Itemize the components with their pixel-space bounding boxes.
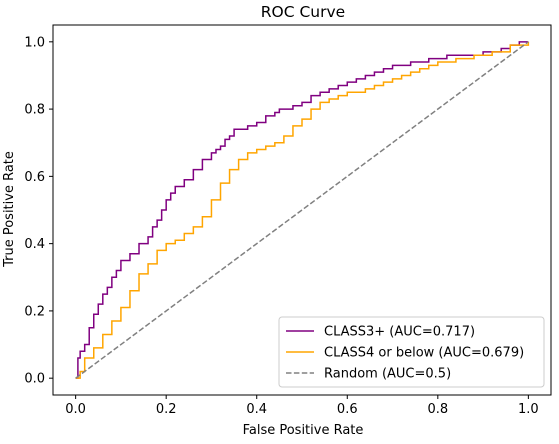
y-tick-label: 0.2 (24, 304, 45, 319)
legend-label-0: CLASS3+ (AUC=0.717) (324, 325, 475, 340)
x-tick-label: 0.0 (65, 402, 86, 417)
y-tick-label: 0.6 (24, 170, 45, 185)
x-tick-label: 0.4 (246, 402, 267, 417)
x-tick-label: 0.2 (156, 402, 177, 417)
axes: 0.0 0.2 0.4 0.6 0.8 1.0 0.0 0.2 0.4 0.6 0.8 1.0 (24, 24, 552, 417)
legend: CLASS3+ (AUC=0.717) CLASS4 or below (AUC=… (278, 316, 545, 388)
y-tick-label: 0.0 (24, 372, 45, 387)
x-tick-label: 0.8 (427, 402, 448, 417)
series-line-2 (75, 41, 529, 379)
y-axis-label: True Positive Rate (2, 151, 17, 268)
legend-box (278, 316, 545, 388)
x-axis-label: False Positive Rate (243, 423, 364, 438)
legend-label-1: CLASS4 or below (AUC=0.679) (324, 346, 524, 361)
x-tick-label: 1.0 (518, 402, 539, 417)
legend-label-2: Random (AUC=0.5) (324, 367, 451, 382)
x-tick-label: 0.6 (337, 402, 358, 417)
axes-frame (52, 24, 552, 396)
y-tick-label: 0.4 (24, 237, 45, 252)
y-tick-label: 1.0 (24, 35, 45, 50)
plot-area (75, 41, 530, 379)
series-line-0 (75, 41, 529, 379)
series-line-1 (75, 41, 530, 379)
chart-title: ROC Curve (261, 3, 345, 21)
y-tick-label: 0.8 (24, 103, 45, 118)
